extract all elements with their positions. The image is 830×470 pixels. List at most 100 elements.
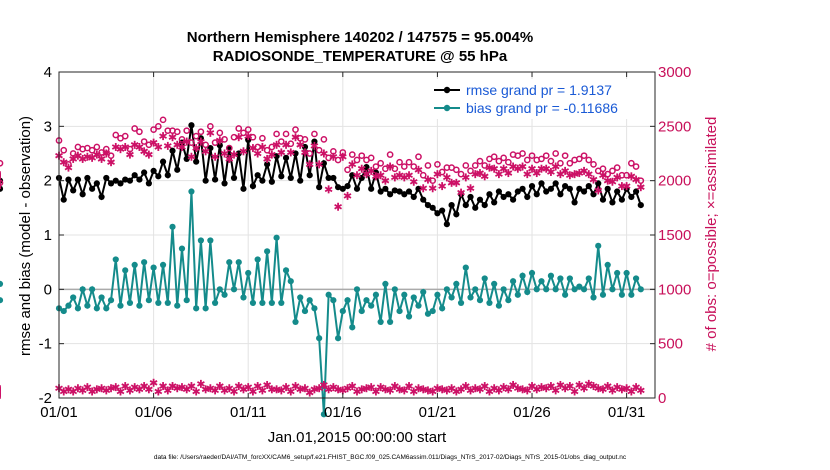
assimilated-obs-point	[386, 386, 395, 395]
possible-obs-point	[523, 156, 531, 164]
asterisk-stroke	[390, 174, 399, 181]
possible-obs-point	[0, 159, 4, 167]
assimilated-obs-point	[613, 173, 622, 182]
asterisk-stroke	[513, 385, 522, 391]
series-point	[306, 297, 313, 304]
asterisk-stroke	[272, 142, 281, 148]
assimilated-obs-point	[584, 170, 593, 179]
possible-obs-point	[415, 153, 422, 161]
series-point	[221, 180, 228, 187]
series-point	[481, 275, 488, 282]
assimilated-obs-point	[168, 133, 177, 142]
series-point	[505, 297, 512, 304]
asterisk-stroke	[632, 176, 640, 183]
series-point	[405, 313, 413, 320]
asterisk-stroke	[452, 180, 461, 186]
asterisk-stroke	[457, 189, 465, 196]
assimilated-obs-point	[201, 147, 210, 156]
assimilated-obs-point	[59, 158, 68, 167]
asterisk-stroke	[69, 388, 78, 395]
series-point	[311, 305, 318, 312]
y-right-axis-label: # of obs: o=possible; ×=assimilated	[703, 117, 720, 352]
asterisk-stroke	[636, 387, 645, 394]
assimilated-obs-point	[263, 154, 272, 163]
asterisk-stroke	[537, 384, 546, 390]
assimilated-obs-point	[433, 170, 442, 179]
assimilated-obs-point	[499, 164, 508, 173]
asterisk-stroke	[603, 383, 612, 389]
asterisk-stroke	[613, 174, 622, 181]
series-point	[103, 305, 110, 312]
possible-obs-point	[159, 116, 167, 124]
asterisk-stroke	[376, 172, 385, 179]
series-point	[282, 154, 290, 161]
series-point	[462, 202, 469, 209]
asterisk-stroke	[88, 388, 97, 395]
series-point	[202, 177, 209, 184]
asterisk-stroke	[561, 385, 570, 391]
series-point	[571, 286, 578, 293]
possible-obs-point	[613, 164, 621, 171]
x-tick-label: 01/01	[40, 404, 78, 421]
asterisk-stroke	[424, 176, 432, 183]
series-point	[316, 184, 323, 191]
series-point	[334, 335, 342, 342]
series-point	[159, 158, 167, 165]
assimilated-obs-point	[523, 386, 532, 395]
series-point	[599, 196, 607, 203]
series-point	[249, 183, 257, 190]
series-point	[292, 318, 299, 326]
possible-obs-point	[358, 152, 366, 160]
asterisk-stroke	[102, 387, 111, 394]
series-point	[557, 275, 564, 282]
series-point	[169, 147, 176, 154]
series-point	[500, 193, 507, 201]
y-right-tick-label: 0	[658, 390, 666, 407]
asterisk-stroke	[357, 165, 366, 172]
asterisk-stroke	[594, 187, 603, 194]
series-point	[566, 185, 573, 192]
asterisk-stroke	[367, 168, 376, 174]
ticks: 01/01 01/06 01/11 01/16 01/21 01/26 01/31 -2 -1 0…	[39, 64, 692, 421]
series-point	[623, 269, 630, 277]
asterisk-stroke	[636, 184, 645, 190]
asterisk-stroke	[286, 149, 295, 156]
assimilated-obs-point	[149, 378, 158, 387]
asterisk-stroke	[603, 177, 612, 184]
asterisk-stroke	[570, 388, 579, 395]
series-point	[628, 193, 635, 201]
series-point	[547, 185, 555, 192]
asterisk-stroke	[253, 150, 262, 157]
asterisk-stroke	[504, 170, 513, 176]
possible-obs-point	[230, 133, 238, 141]
series-point	[467, 294, 474, 301]
possible-obs-point	[490, 153, 498, 161]
asterisk-stroke	[428, 388, 437, 395]
y-tick-label: 0	[44, 281, 52, 298]
asterisk-stroke	[575, 170, 584, 176]
asterisk-stroke	[353, 388, 361, 395]
series-point	[500, 286, 507, 293]
asterisk-stroke	[490, 165, 499, 172]
series-2	[0, 188, 644, 418]
assimilated-obs-point	[627, 387, 636, 396]
possible-obs-point	[282, 130, 290, 138]
possible-obs-point	[192, 132, 200, 140]
assimilated-obs-point	[163, 386, 172, 395]
series-point	[448, 294, 455, 301]
asterisk-stroke	[433, 171, 442, 177]
series-point	[136, 176, 143, 183]
series-point	[514, 291, 521, 298]
series-point	[439, 305, 446, 312]
assimilated-obs-point	[121, 382, 130, 391]
assimilated-obs-point	[353, 171, 361, 180]
series-point	[155, 173, 162, 180]
assimilated-obs-point	[64, 163, 73, 172]
asterisk-stroke	[324, 186, 333, 193]
series-point	[145, 297, 152, 304]
assimilated-obs-point	[92, 150, 101, 159]
series-point	[580, 286, 588, 293]
series-point	[84, 174, 91, 182]
assimilated-obs-point	[211, 386, 220, 395]
assimilated-obs-point	[570, 387, 579, 396]
